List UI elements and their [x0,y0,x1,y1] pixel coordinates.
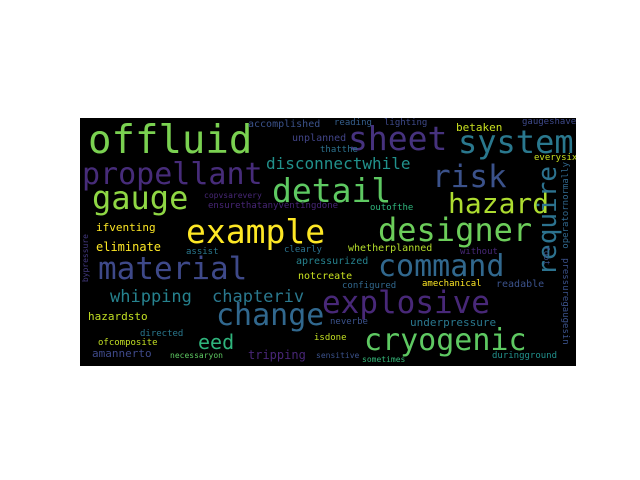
word: cryogenic [364,323,527,358]
word: eed [198,330,235,354]
word: ensurethatanyventingdone [208,201,339,211]
word: disconnectwhile [266,154,411,173]
word: propellant [82,157,263,192]
word: gaugeshave [522,118,576,127]
word: everysix [534,153,576,163]
word: outofthe [370,203,414,213]
word: sensitive [316,351,360,360]
word: betaken [456,121,503,134]
word: command [378,249,505,284]
word: lighting [384,118,428,128]
word: gauge [92,179,189,217]
word: duringground [492,351,558,361]
word: amechanical [422,279,482,289]
word: isdone [314,333,347,343]
word: chapteriv [212,287,305,307]
word: underpressure [410,316,497,329]
word: necessaryon [170,351,223,360]
word: neverbe [330,317,368,327]
word: explosive [322,285,490,321]
word: whipping [110,287,192,307]
word: offluid [88,118,253,163]
word: whetherplanned [348,243,433,254]
word: reading [334,118,372,128]
word: configured [342,281,397,291]
word: thatthe [320,145,358,155]
word: eliminate [96,240,162,254]
word: hazard [448,187,550,220]
word: assist [186,247,219,257]
word: sometimes [362,355,406,364]
word: pressuregaugesin [560,258,570,345]
word: without [460,247,498,257]
word: sheet [348,119,448,158]
word: hazardsto [88,310,148,323]
word: operatornormally [561,162,571,249]
word: detail [272,171,392,210]
word: ifventing [96,221,156,234]
word: unplanned [292,133,347,144]
word: apressurized [296,256,369,267]
word: change [216,298,325,333]
word: notcreate [298,271,353,282]
word: material [98,251,248,287]
word: tripping [248,348,306,362]
word: readable [496,279,545,290]
word: accomplished [248,119,321,130]
word: clearly [284,245,322,255]
word: risk [432,159,507,195]
word-cloud: offluid sheet system propellant gauge de… [80,118,576,366]
word: bypressure [81,234,90,283]
word: amannerto [92,347,152,360]
word: ofcomposite [98,338,158,348]
word: example [186,212,326,251]
word: directed [140,329,184,339]
word: foot [542,246,551,266]
word: designer [378,211,533,249]
word: system [458,123,574,161]
word: copvsarevery [204,191,262,200]
